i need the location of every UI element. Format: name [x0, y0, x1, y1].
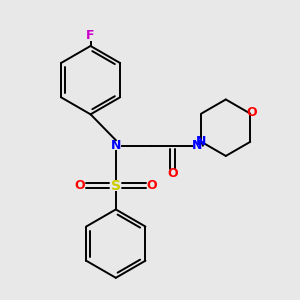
Text: S: S [111, 179, 121, 193]
Text: N: N [196, 135, 206, 148]
Text: F: F [86, 29, 95, 42]
Text: O: O [146, 179, 157, 192]
Text: O: O [246, 106, 257, 118]
Text: O: O [75, 179, 86, 192]
Text: O: O [167, 167, 178, 180]
Text: N: N [192, 139, 203, 152]
Text: N: N [111, 139, 121, 152]
